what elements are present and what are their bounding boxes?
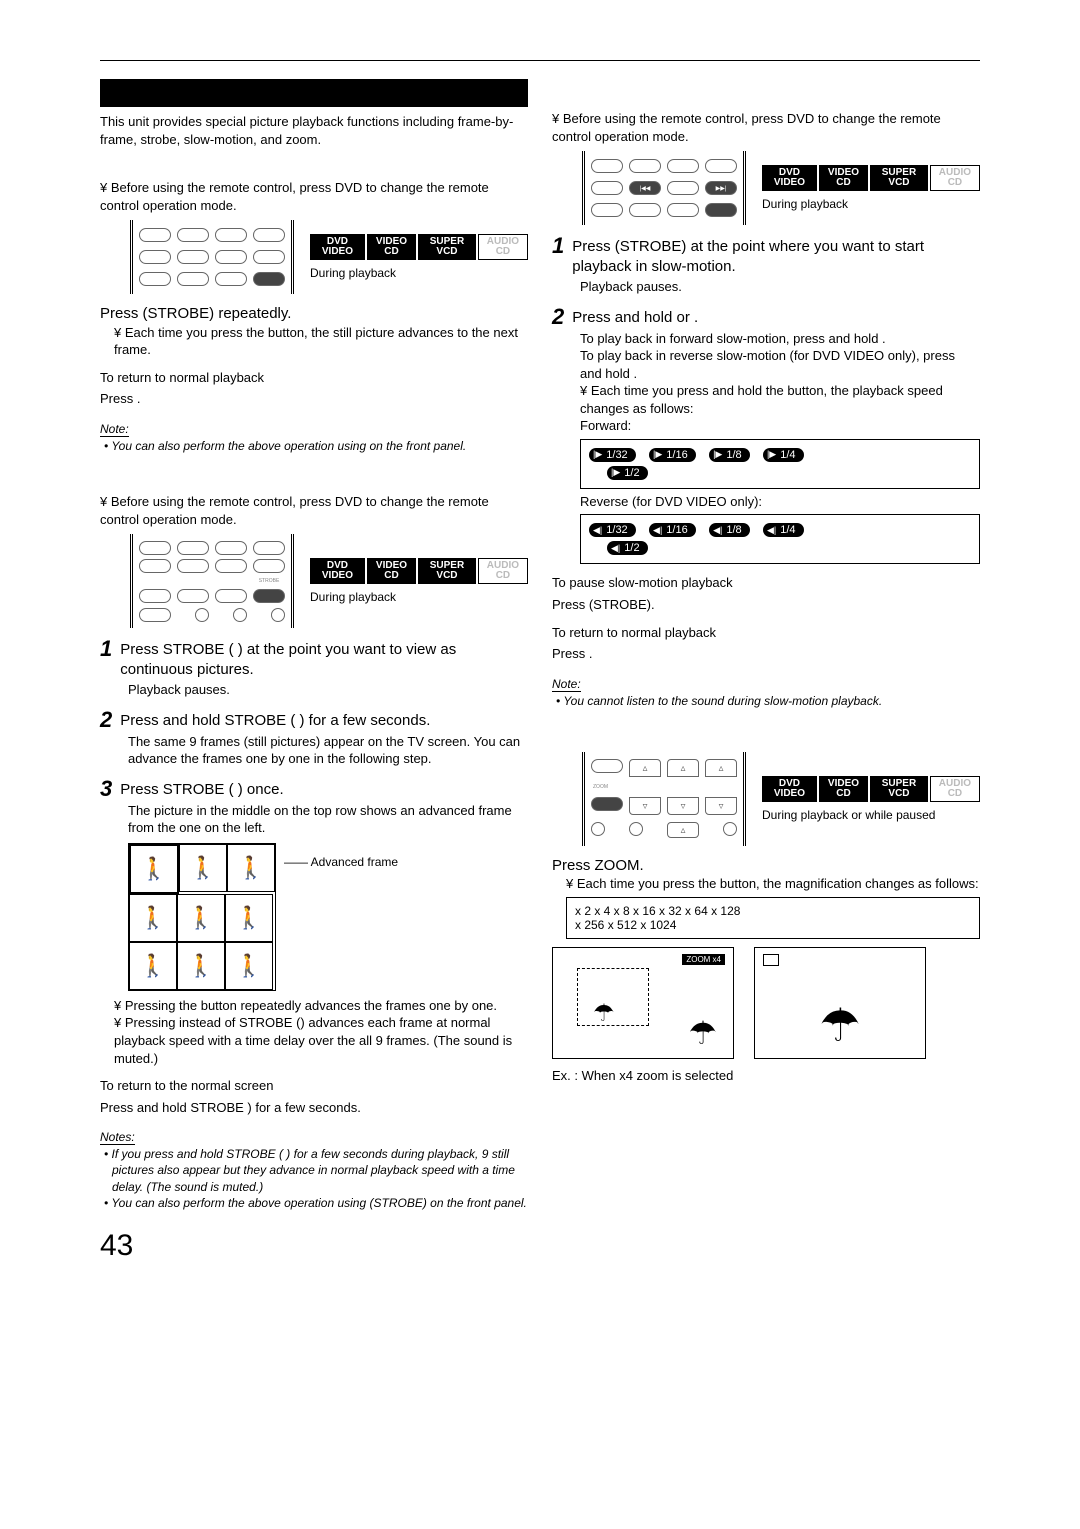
slow-pause-text: To pause slow-motion playback <box>552 574 980 592</box>
zoom-source-rect: ZOOM x4 ☂ ☂ <box>552 947 734 1059</box>
reverse-speed-box: ◀|1/32 ◀|1/16 ◀|1/8 ◀|1/4 ◀|1/2 <box>580 514 980 564</box>
speed-chip: |▶1/32 <box>589 448 636 462</box>
frame-each-time: ¥ Each time you press the button, the st… <box>114 324 528 359</box>
during-playback-1: During playback <box>310 266 528 280</box>
strobe-subheading <box>100 474 528 489</box>
page-number: 43 <box>100 1229 528 1263</box>
slow-step1: Press (STROBE) at the point where you wa… <box>572 235 980 276</box>
during-playback-paused: During playback or while paused <box>762 808 980 822</box>
advanced-frame-label: Advanced frame <box>311 855 398 869</box>
during-playback-3: During playback <box>762 197 980 211</box>
before-remote-1: ¥ Before using the remote control, press… <box>100 179 528 214</box>
remote-diagram: STROBE <box>130 534 294 628</box>
strobe-note2: • You can also perform the above operati… <box>100 1195 528 1211</box>
step-number: 1 <box>552 235 564 257</box>
frame-press-play: Press . <box>100 390 528 408</box>
frame-note: • You can also perform the above operati… <box>100 438 528 454</box>
remote-diagram-row-3: |◀◀▶▶| DVD VIDEO VIDEO CD SUPER VCD AUDI… <box>582 151 980 225</box>
strobe-return-action: Press and hold STROBE ) for a few second… <box>100 1099 528 1117</box>
badge-vcd: VIDEO CD <box>367 234 416 260</box>
badge-svcd: SUPER VCD <box>418 234 476 260</box>
during-playback-2: During playback <box>310 590 528 604</box>
slow-rev-text: To play back in reverse slow-motion (for… <box>580 347 980 382</box>
strobe-step1-body: Playback pauses. <box>128 681 528 699</box>
speed-chip: ◀|1/32 <box>589 523 636 537</box>
media-badges: DVD VIDEO VIDEO CD SUPER VCD AUDIO CD <box>310 558 528 584</box>
before-remote-3: ¥ Before using the remote control, press… <box>552 110 980 145</box>
frame-return: To return to normal playback <box>100 369 528 387</box>
zoom-instruction: Press ZOOM. <box>552 854 980 876</box>
right-column: ¥ Before using the remote control, press… <box>552 79 980 1263</box>
remote-diagram <box>130 220 294 294</box>
strobe-step1: Press STROBE ( ) at the point you want t… <box>120 638 528 679</box>
step-number: 2 <box>552 306 564 328</box>
strobe-notes-label: Notes: <box>100 1130 135 1145</box>
remote-diagram: |◀◀▶▶| <box>582 151 746 225</box>
strobe-step3: Press STROBE ( ) once. <box>120 778 283 800</box>
zoom-result-rect: ☂ <box>754 947 926 1059</box>
frame-instruction: Press (STROBE) repeatedly. <box>100 302 528 324</box>
zoom-example: Ex. : When x4 zoom is selected <box>552 1067 980 1085</box>
slow-reverse-label: Reverse (for DVD VIDEO only): <box>580 493 980 511</box>
frame-note-label: Note: <box>100 422 129 437</box>
slow-each-time: ¥ Each time you press and hold the butto… <box>580 382 980 417</box>
step-number: 1 <box>100 638 112 660</box>
intro-text: This unit provides special picture playb… <box>100 113 528 148</box>
remote-diagram: △△△ ZOOM ▽▽▽ △ <box>582 752 746 846</box>
media-badges: DVD VIDEO VIDEO CD SUPER VCD AUDIO CD <box>762 776 980 802</box>
zoom-levels-box: x 2 x 4 x 8 x 16 x 32 x 64 x 128 x 256 x… <box>566 897 980 939</box>
slow-note-label: Note: <box>552 677 581 692</box>
manual-page: This unit provides special picture playb… <box>0 0 1080 1303</box>
before-remote-2: ¥ Before using the remote control, press… <box>100 493 528 528</box>
zoom-each-time: ¥ Each time you press the button, the ma… <box>566 875 980 893</box>
zoom-levels-line2: x 256 x 512 x 1024 <box>575 918 971 932</box>
strobe-note1: • If you press and hold STROBE ( ) for a… <box>100 1146 528 1195</box>
slow-forward-label: Forward: <box>580 417 980 435</box>
slow-step2: Press and hold or . <box>572 306 698 328</box>
strobe-step2-body: The same 9 frames (still pictures) appea… <box>128 733 528 768</box>
zoom-subheading <box>552 731 980 746</box>
forward-speed-box: |▶1/32 |▶1/16 |▶1/8 |▶1/4 |▶1/2 <box>580 439 980 489</box>
strobe-press-instead: ¥ Pressing instead of STROBE () advances… <box>114 1014 528 1067</box>
slow-return-action: Press . <box>552 645 980 663</box>
strobe-step2: Press and hold STROBE ( ) for a few seco… <box>120 709 430 731</box>
left-column: This unit provides special picture playb… <box>100 79 528 1263</box>
badge-dvd: DVD VIDEO <box>310 234 365 260</box>
top-rule <box>100 60 980 61</box>
remote-diagram-row-1: DVD VIDEO VIDEO CD SUPER VCD AUDIO CD Du… <box>130 220 528 294</box>
slow-step1-body: Playback pauses. <box>580 278 980 296</box>
remote-diagram-row-4: △△△ ZOOM ▽▽▽ △ DVD VIDEO VIDEO CD SUPER … <box>582 752 980 846</box>
slow-return-text: To return to normal playback <box>552 624 980 642</box>
zoom-illustration: ZOOM x4 ☂ ☂ ☂ <box>552 947 980 1059</box>
zoom-tag: ZOOM x4 <box>682 954 725 965</box>
zoom-levels-line1: x 2 x 4 x 8 x 16 x 32 x 64 x 128 <box>575 904 971 918</box>
strobe-press-repeat: ¥ Pressing the button repeatedly advance… <box>114 997 528 1015</box>
badge-acd: AUDIO CD <box>478 234 528 260</box>
strobe-step3-body: The picture in the middle on the top row… <box>128 802 528 837</box>
slow-fwd-text: To play back in forward slow-motion, pre… <box>580 330 980 348</box>
slow-pause-action: Press (STROBE). <box>552 596 980 614</box>
slow-note: • You cannot listen to the sound during … <box>552 693 980 709</box>
step-number: 3 <box>100 778 112 800</box>
slow-subheading <box>552 91 980 106</box>
remote-diagram-row-2: STROBE DVD VIDEO VIDEO CD SUPER VCD AUDI… <box>130 534 528 628</box>
media-badges: DVD VIDEO VIDEO CD SUPER VCD AUDIO CD <box>762 165 980 191</box>
frame-subheading <box>100 160 528 175</box>
step-number: 2 <box>100 709 112 731</box>
strobe-frame-grid: 🚶🚶🚶 🚶🚶🚶 🚶🚶🚶 <box>128 843 276 991</box>
strobe-return: To return to the normal screen <box>100 1077 528 1095</box>
media-badges: DVD VIDEO VIDEO CD SUPER VCD AUDIO CD <box>310 234 528 260</box>
section-title <box>100 79 528 107</box>
